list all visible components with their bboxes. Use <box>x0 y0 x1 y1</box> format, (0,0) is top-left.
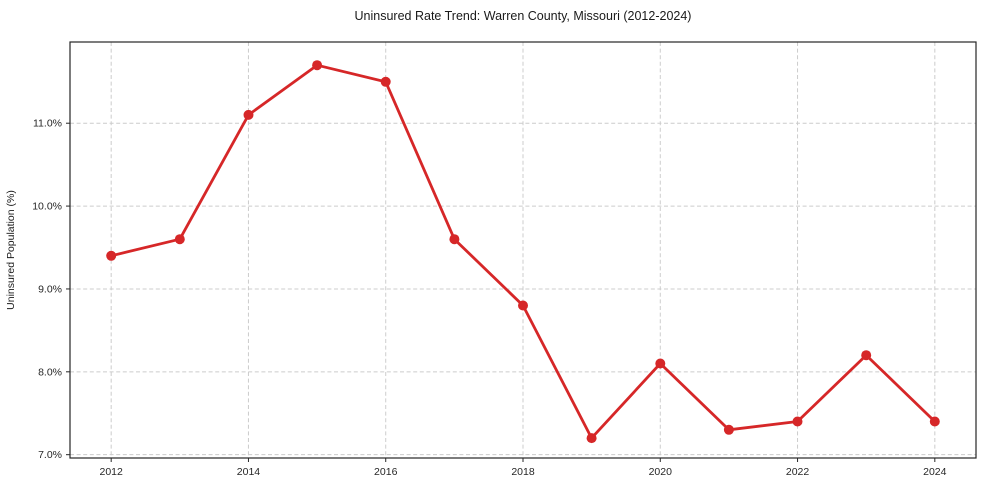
data-point-2015 <box>312 60 323 71</box>
y-tick-label: 10.0% <box>32 201 62 213</box>
data-point-2021 <box>723 424 734 435</box>
data-point-2020 <box>655 358 666 369</box>
data-point-2019 <box>586 433 597 444</box>
chart-title: Uninsured Rate Trend: Warren County, Mis… <box>355 9 692 23</box>
y-tick-label: 9.0% <box>38 283 62 295</box>
x-tick-label: 2016 <box>374 466 398 478</box>
data-point-2014 <box>243 109 254 120</box>
y-tick-label: 7.0% <box>38 449 62 461</box>
data-point-2012 <box>106 250 117 261</box>
data-point-2013 <box>174 234 185 245</box>
x-tick-label: 2018 <box>511 466 535 478</box>
x-tick-label: 2014 <box>237 466 261 478</box>
x-tick-label: 2020 <box>649 466 673 478</box>
data-point-2017 <box>449 234 460 245</box>
plot-area: 2012 2014 2016 2018 2020 2022 2024 7.0% 8.0% 9.0%… <box>32 41 977 478</box>
data-point-2018 <box>518 300 528 311</box>
y-axis-label: Uninsured Population (%) <box>5 190 17 310</box>
x-tick-label: 2022 <box>786 466 810 478</box>
y-tick-label: 8.0% <box>38 366 62 378</box>
data-point-2022 <box>792 416 803 427</box>
y-tick-label: 11.0% <box>33 118 62 130</box>
data-point-2024 <box>929 416 940 427</box>
x-tick-label: 2012 <box>100 466 124 478</box>
data-point-2016 <box>380 76 391 87</box>
data-point-2023 <box>861 350 872 361</box>
x-tick-label: 2024 <box>923 466 947 478</box>
